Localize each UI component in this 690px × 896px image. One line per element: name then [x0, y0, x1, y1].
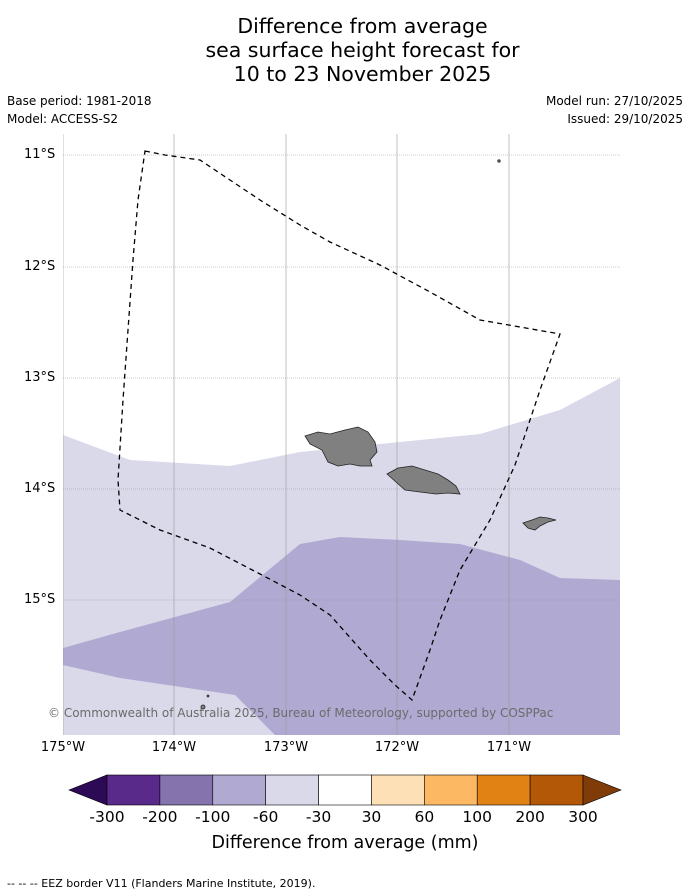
colorbar-segment — [529, 774, 584, 806]
eez-footnote: -- -- -- EEZ border V11 (Flanders Marine… — [7, 877, 316, 890]
lat-label-14s: 14°S — [24, 481, 56, 496]
colorbar-title: Difference from average (mm) — [211, 833, 479, 853]
rose-atoll — [497, 159, 501, 163]
colorbar-tick-label: -60 — [252, 808, 279, 826]
colorbar-tick-label: -30 — [305, 808, 332, 826]
base-period: Base period: 1981-2018 — [7, 94, 152, 108]
colorbar — [68, 774, 622, 806]
colorbar-extend-high — [582, 774, 622, 806]
upolu-island — [386, 465, 461, 495]
title-line-2: sea surface height forecast for — [205, 38, 520, 62]
lat-label-11s: 11°S — [24, 147, 56, 162]
gridlines — [63, 134, 620, 735]
colorbar-tick-label: 200 — [515, 808, 545, 826]
lon-label-173w: 173°W — [263, 740, 309, 755]
model-name: Model: ACCESS-S2 — [7, 112, 119, 126]
colorbar-segment — [265, 774, 319, 806]
title-line-3: 10 to 23 November 2025 — [233, 62, 492, 86]
colorbar-segment — [424, 774, 478, 806]
savaii-island — [304, 426, 378, 467]
anomaly-region-minus60-to-minus100 — [63, 537, 620, 735]
chart-title: Difference from average sea surface heig… — [0, 14, 690, 86]
lat-label-15s: 15°S — [24, 592, 56, 607]
lat-label-13s: 13°S — [24, 370, 56, 385]
colorbar-segment — [106, 774, 161, 806]
lon-label-172w: 172°W — [374, 740, 420, 755]
colorbar-tick-label: -300 — [89, 808, 125, 826]
colorbar-tick-label: -200 — [142, 808, 178, 826]
map-plot — [63, 134, 620, 735]
lon-label-174w: 174°W — [151, 740, 197, 755]
colorbar-tick-label: 30 — [361, 808, 382, 826]
colorbar-segment — [476, 774, 531, 806]
lon-label-175w: 175°W — [40, 740, 86, 755]
colorbar-tick-label: 100 — [462, 808, 493, 826]
colorbar-tick-label: -100 — [195, 808, 231, 826]
colorbar-segment — [159, 774, 214, 806]
land-islands — [200, 159, 557, 710]
copyright-text: © Commonwealth of Australia 2025, Bureau… — [48, 706, 554, 720]
small-islet — [206, 694, 210, 698]
colorbar-segment — [371, 774, 425, 806]
issued-date: Issued: 29/10/2025 — [567, 112, 683, 126]
small-islet — [200, 704, 206, 710]
colorbar-extend-low — [68, 774, 108, 806]
title-line-1: Difference from average — [237, 14, 488, 38]
model-run: Model run: 27/10/2025 — [545, 94, 683, 108]
lon-label-171w: 171°W — [486, 740, 532, 755]
colorbar-segment — [212, 774, 266, 806]
meta-left: Base period: 1981-2018 Model: ACCESS-S2 — [7, 92, 152, 128]
colorbar-tick-label: 60 — [414, 808, 435, 826]
colorbar-segment — [318, 774, 372, 806]
lat-label-12s: 12°S — [24, 259, 56, 274]
tutuila-island — [522, 516, 557, 531]
colorbar-tick-label: 300 — [568, 808, 598, 826]
meta-right: Model run: 27/10/2025 Issued: 29/10/2025 — [546, 92, 683, 128]
